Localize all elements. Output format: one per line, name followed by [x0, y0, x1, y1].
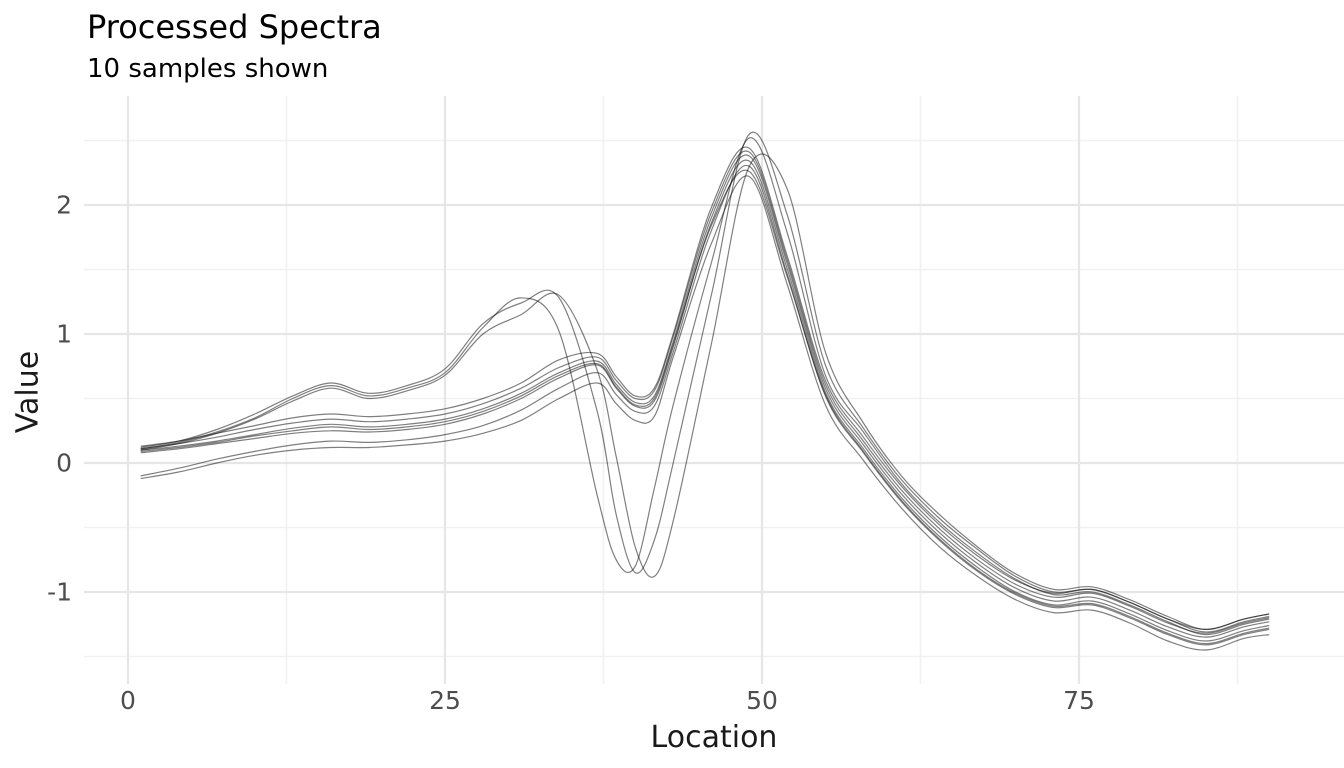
y-tick-label: 2	[56, 190, 72, 220]
spectrum-line-sample-8	[140, 137, 1270, 636]
chart-subtitle: 10 samples shown	[87, 54, 329, 84]
chart-title: Processed Spectra	[87, 8, 382, 46]
spectrum-line-sample-5	[140, 150, 1270, 634]
spectrum-line-sample-10	[140, 153, 1270, 631]
spectrum-line-sample-1	[140, 175, 1270, 651]
spectrum-line-sample-9	[140, 131, 1270, 633]
y-axis-title: Value	[10, 350, 46, 434]
x-axis-title: Location	[650, 720, 778, 755]
x-tick-label: 50	[746, 686, 778, 715]
spectrum-line-sample-3	[140, 159, 1270, 642]
x-tick-label: 25	[429, 686, 461, 715]
y-tick-label: 0	[56, 448, 72, 478]
x-tick-label: 75	[1063, 686, 1095, 715]
x-tick-label: 0	[120, 686, 136, 715]
spectrum-line-sample-4	[140, 154, 1270, 638]
spectrum-line-sample-2	[140, 164, 1270, 646]
spectrum-line-sample-7	[140, 169, 1270, 645]
spectrum-line-sample-6	[140, 146, 1270, 631]
y-tick-label: 1	[56, 319, 72, 349]
y-tick-label: -1	[47, 577, 72, 607]
